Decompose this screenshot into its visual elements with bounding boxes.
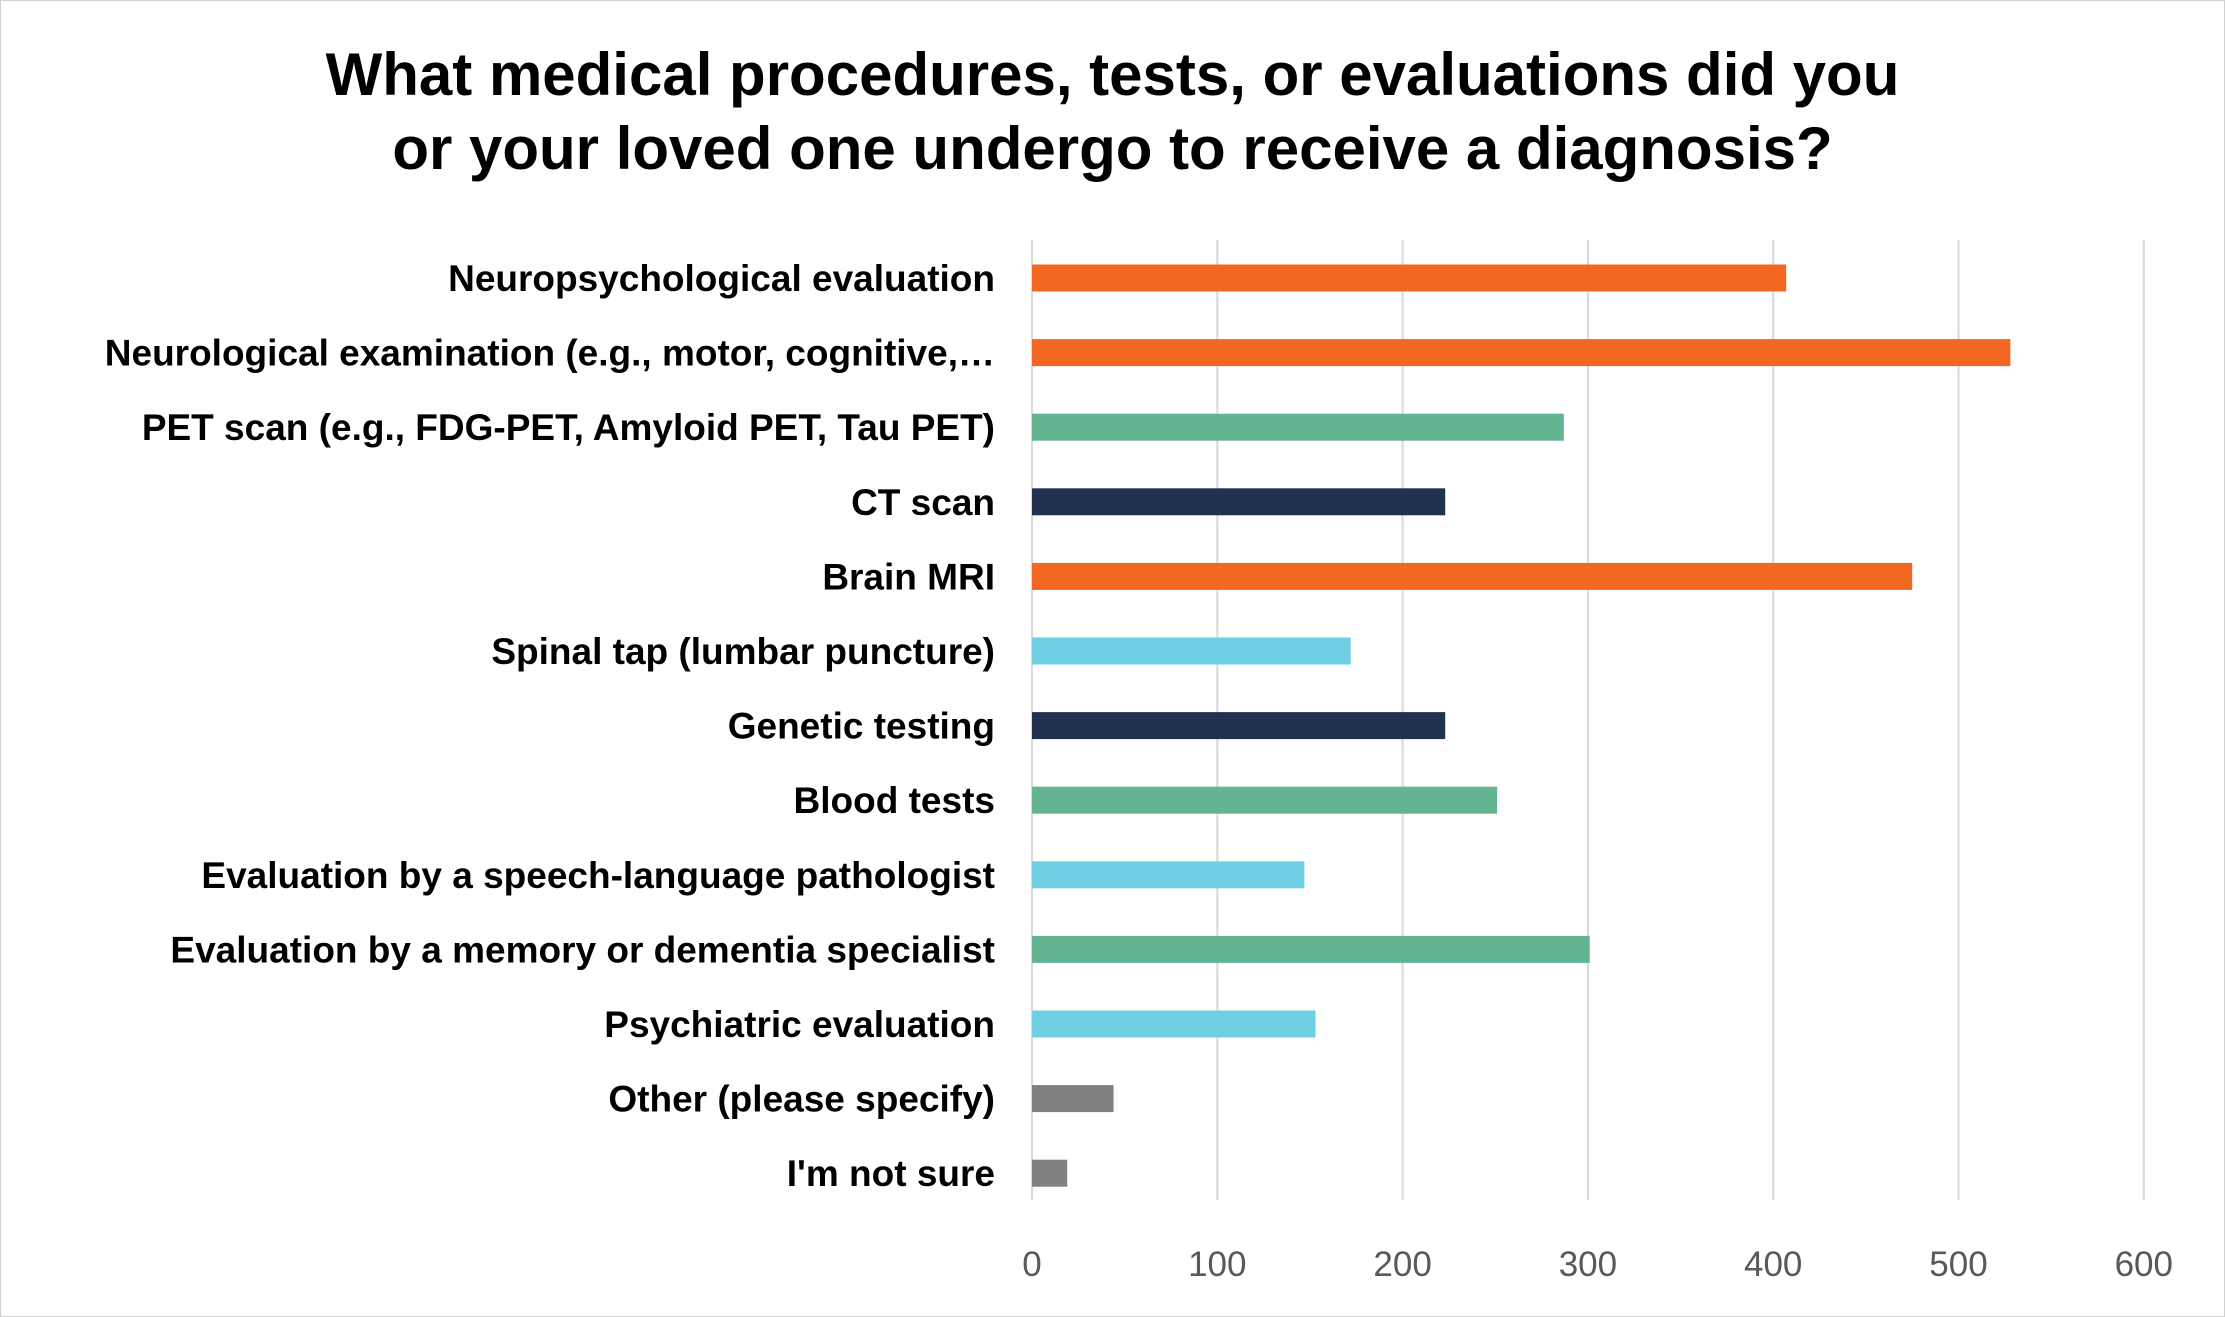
category-label-10: Psychiatric evaluation [604,1004,995,1045]
x-tick-label-1: 100 [1188,1245,1246,1284]
bar-6 [1032,712,1446,740]
chart-title: What medical procedures, tests, or evalu… [0,38,2225,186]
bar-10 [1032,1010,1316,1038]
x-tick-label-4: 400 [1744,1245,1802,1284]
chart-title-line-1: What medical procedures, tests, or evalu… [325,41,1900,108]
category-labels: Neuropsychological evaluation Neurologica… [105,258,995,1194]
category-label-4: Brain MRI [822,556,995,597]
bar-8 [1032,861,1305,889]
category-label-11: Other (please specify) [608,1079,995,1120]
category-label-3: CT scan [851,482,995,523]
bar-7 [1032,786,1498,814]
category-label-12: I'm not sure [787,1153,995,1194]
category-label-8: Evaluation by a speech-language patholog… [201,855,995,896]
bar-11 [1032,1085,1114,1113]
category-label-1: Neurological examination (e.g., motor, c… [105,333,995,374]
bar-1 [1032,339,2011,367]
x-tick-label-5: 500 [1929,1245,1987,1284]
category-label-6: Genetic testing [728,706,995,747]
x-tick-label-0: 0 [1022,1245,1041,1284]
bars [1032,264,2011,1187]
bar-3 [1032,488,1446,516]
x-tick-labels: 0 100 200 300 400 500 600 [1022,1245,2173,1284]
bar-2 [1032,413,1564,441]
category-label-0: Neuropsychological evaluation [448,258,995,299]
chart-title-line-2: or your loved one undergo to receive a d… [392,115,1833,182]
x-tick-label-3: 300 [1559,1245,1617,1284]
bar-12 [1032,1159,1068,1187]
bar-4 [1032,562,1913,590]
bar-9 [1032,935,1590,963]
x-tick-label-2: 200 [1373,1245,1431,1284]
category-label-5: Spinal tap (lumbar puncture) [491,631,995,672]
bar-0 [1032,264,1787,292]
category-label-7: Blood tests [794,780,995,821]
category-label-9: Evaluation by a memory or dementia speci… [170,929,995,970]
x-tick-label-6: 600 [2115,1245,2173,1284]
category-label-2: PET scan (e.g., FDG-PET, Amyloid PET, Ta… [142,407,995,448]
bar-5 [1032,637,1351,665]
